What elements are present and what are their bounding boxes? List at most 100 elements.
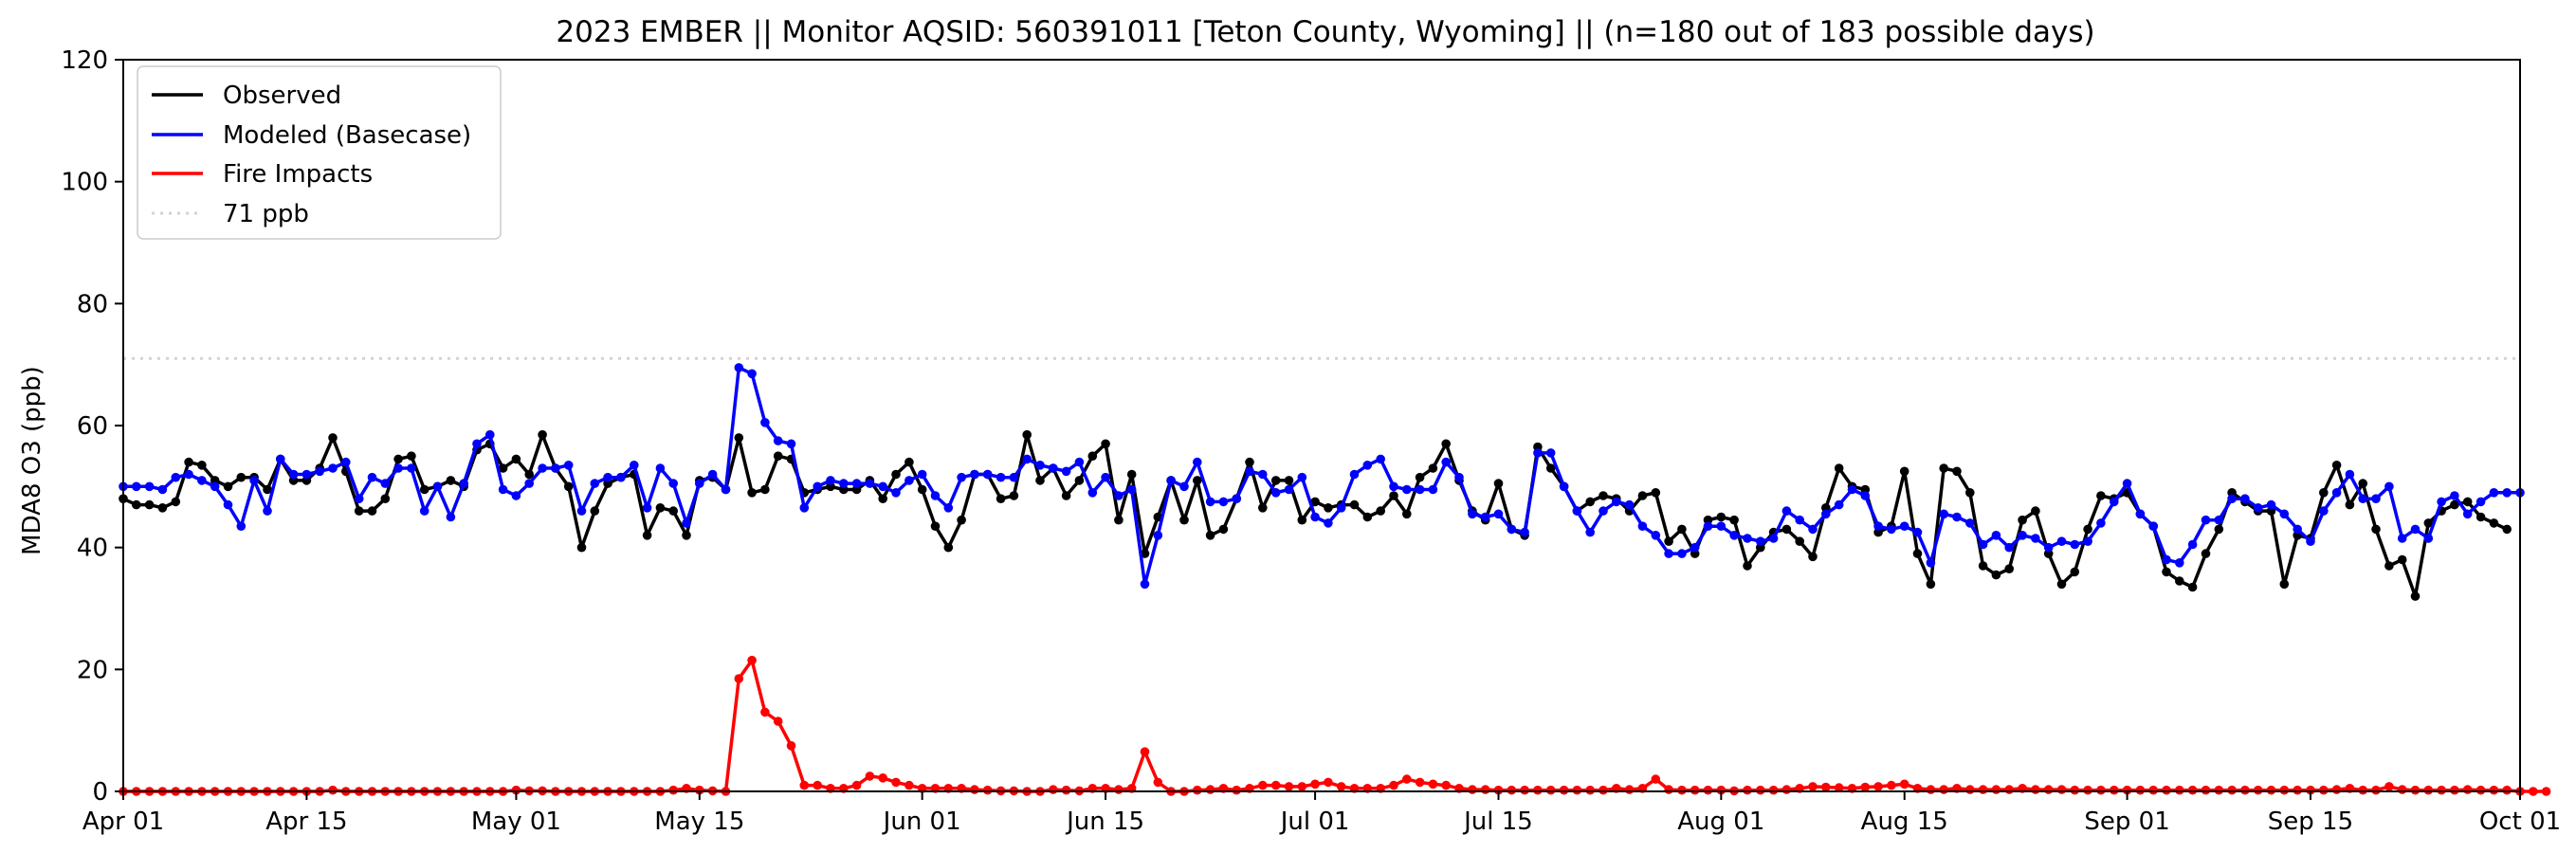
fire-point [1061, 785, 1071, 795]
observed-point [498, 463, 508, 473]
fire-point [1533, 785, 1543, 795]
fire-point [1978, 785, 1988, 794]
fire-point [2227, 785, 2237, 795]
observed-point [1009, 491, 1019, 500]
modeled-point [891, 488, 901, 498]
modeled-point [1873, 521, 1883, 531]
modeled-point [2423, 534, 2434, 543]
modeled-point [786, 439, 796, 449]
y-tick-label: 20 [77, 656, 108, 684]
observed-point [943, 542, 954, 553]
observed-point [1493, 479, 1504, 488]
modeled-point [1441, 457, 1451, 467]
x-tick-label: Jul 15 [1462, 808, 1533, 836]
observed-point [1270, 476, 1281, 485]
modeled-point [2450, 491, 2459, 500]
observed-point [2214, 524, 2224, 535]
observed-point [904, 457, 914, 467]
legend-label-modeled: Modeled (Basecase) [223, 121, 471, 150]
fire-point [1428, 779, 1438, 789]
modeled-point [2331, 488, 2342, 498]
modeled-point [2201, 515, 2211, 525]
modeled-point [1245, 466, 1254, 477]
fire-point [1493, 785, 1504, 795]
observed-point [419, 484, 429, 495]
observed-point [760, 484, 770, 495]
modeled-point [1284, 484, 1294, 495]
modeled-point [695, 479, 704, 488]
modeled-point [1087, 488, 1098, 498]
fire-point [2437, 785, 2446, 795]
fire-point [2214, 785, 2224, 795]
modeled-point [1114, 491, 1124, 500]
modeled-point [288, 469, 299, 480]
observed-point [2371, 524, 2381, 535]
fire-point [1140, 747, 1150, 756]
x-tick-label: Apr 01 [82, 808, 164, 836]
fire-point [1402, 774, 1412, 784]
modeled-point [2162, 554, 2171, 565]
modeled-point [773, 436, 783, 445]
fire-point [1545, 785, 1556, 795]
modeled-point [367, 472, 377, 482]
modeled-point [1468, 509, 1477, 519]
modeled-point [223, 499, 233, 510]
fire-point [773, 717, 783, 726]
observed-point [2070, 567, 2080, 577]
observed-point [1991, 570, 2001, 580]
modeled-point [511, 491, 521, 500]
observed-point [197, 461, 207, 470]
observed-point [2083, 524, 2092, 535]
observed-point [184, 457, 193, 467]
modeled-point [2122, 479, 2132, 488]
fire-point [1768, 785, 1779, 795]
observed-point [1205, 531, 1215, 540]
x-tick-label: Apr 15 [265, 808, 347, 836]
modeled-point [1193, 457, 1202, 467]
observed-point [1022, 429, 1032, 440]
modeled-point [1703, 521, 1713, 531]
fire-point [1651, 774, 1661, 784]
observed-point [1362, 512, 1373, 522]
modeled-point [2306, 536, 2315, 546]
fire-point [1559, 785, 1569, 795]
modeled-point [917, 469, 927, 480]
x-tick-label: May 01 [471, 808, 561, 836]
fire-point [1834, 783, 1844, 792]
observed-point [2279, 579, 2290, 590]
observed-point [1729, 515, 1739, 525]
modeled-point [1965, 518, 1975, 528]
modeled-point [813, 481, 822, 492]
modeled-point [1389, 481, 1398, 492]
modeled-line [123, 366, 2520, 587]
fire-point [2004, 785, 2014, 794]
observed-point [1179, 515, 1189, 525]
fire-point [2502, 785, 2512, 795]
fire-point [2410, 785, 2421, 795]
modeled-point [2293, 524, 2302, 535]
fire-point [695, 785, 704, 795]
modeled-point [707, 469, 718, 480]
fire-point [2135, 785, 2146, 795]
fire-point [1664, 785, 1673, 794]
modeled-point [341, 457, 351, 467]
observed-point [1743, 561, 1752, 571]
modeled-point [1651, 531, 1661, 540]
modeled-point [1599, 506, 1608, 516]
modeled-point [1545, 448, 1556, 458]
modeled-point [1716, 521, 1726, 531]
observed-point [2331, 461, 2342, 470]
modeled-point [132, 481, 141, 492]
modeled-point [1166, 476, 1176, 485]
observed-point [1087, 451, 1098, 462]
modeled-point [2110, 497, 2119, 507]
observed-point [1114, 515, 1124, 525]
fire-point [1821, 782, 1831, 792]
fire-point [1258, 780, 1268, 790]
observed-point [171, 497, 181, 507]
observed-point [1926, 579, 1936, 590]
modeled-point [1559, 481, 1569, 492]
observed-point [734, 433, 744, 443]
modeled-point [1926, 558, 1936, 568]
observed-point [538, 429, 547, 440]
